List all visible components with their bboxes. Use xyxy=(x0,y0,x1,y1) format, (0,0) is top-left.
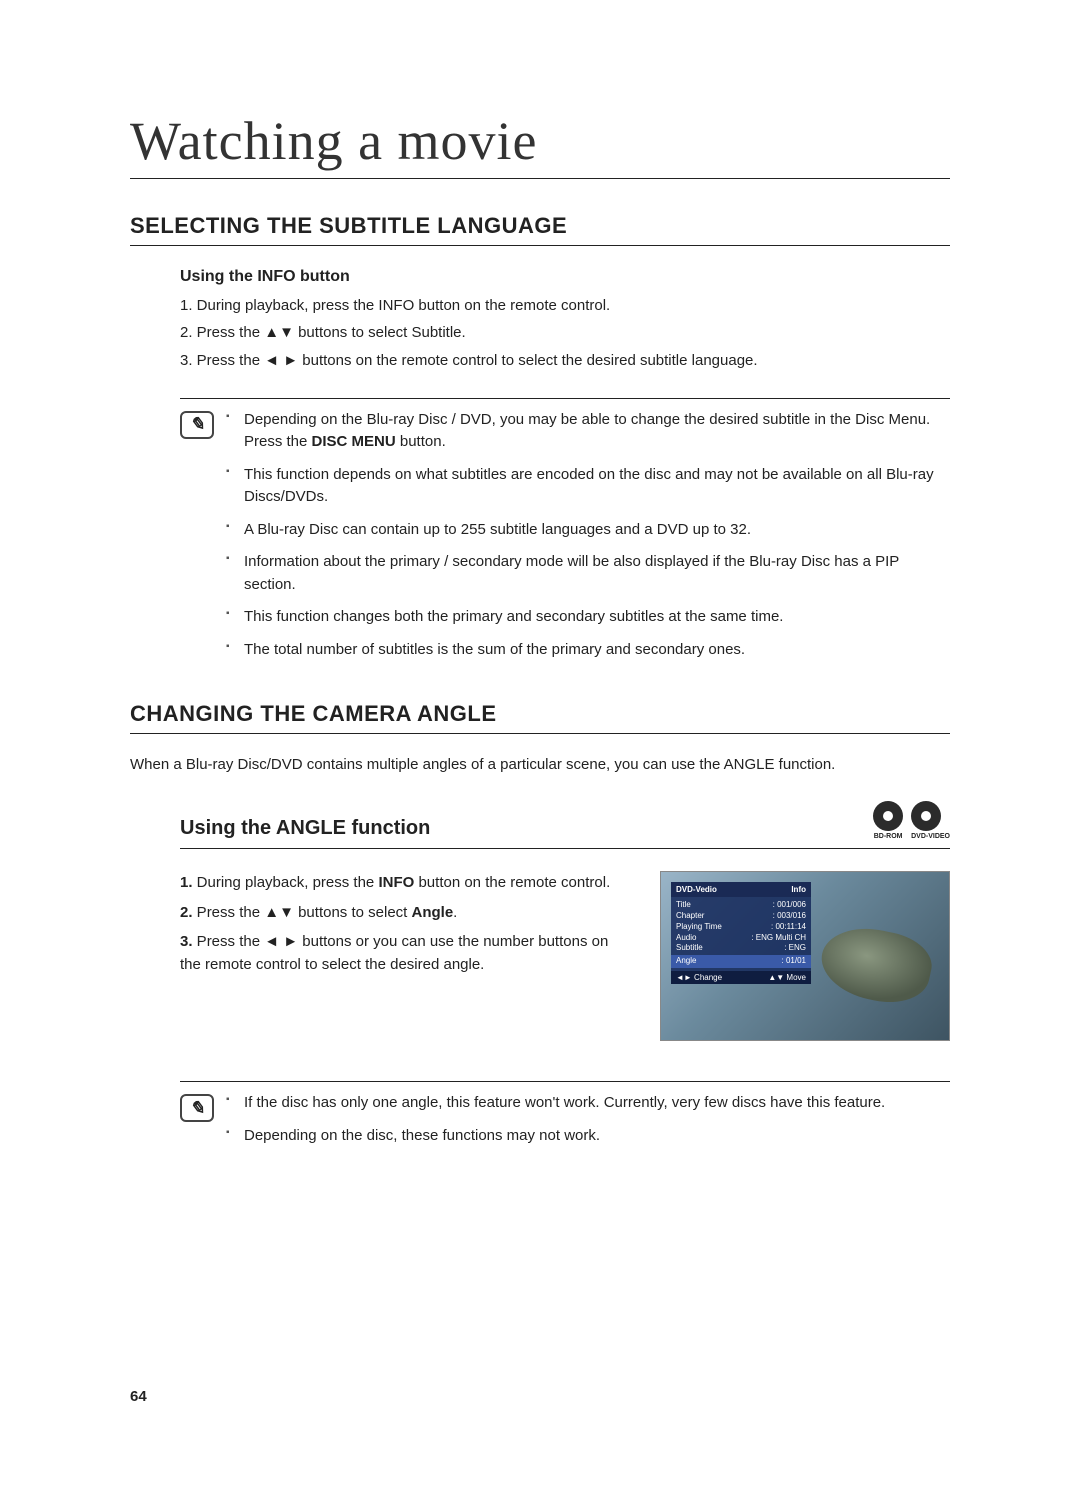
angle-h3: Using the ANGLE function xyxy=(180,817,430,840)
page: Watching a movie SELECTING THE SUBTITLE … xyxy=(0,0,1080,1485)
divider xyxy=(180,1081,950,1082)
note-item: Information about the primary / secondar… xyxy=(226,551,950,596)
chapter-title: Watching a movie xyxy=(130,110,950,179)
left-right-arrows-icon: ◄ ► xyxy=(264,352,298,369)
note-icon: ✎ xyxy=(180,1094,214,1122)
osd-row: Title: 001/006 xyxy=(676,900,806,911)
subtitle-note-list: Depending on the Blu-ray Disc / DVD, you… xyxy=(226,409,950,672)
note-item: A Blu-ray Disc can contain up to 255 sub… xyxy=(226,519,950,542)
subtitle-step-1: 1. During playback, press the INFO butto… xyxy=(180,294,950,317)
note-item: The total number of subtitles is the sum… xyxy=(226,639,950,662)
note-item: Depending on the Blu-ray Disc / DVD, you… xyxy=(226,409,950,454)
note-icon: ✎ xyxy=(180,411,214,439)
subtitle-step-2: 2. Press the ▲▼ buttons to select Subtit… xyxy=(180,321,950,344)
note-item: This function depends on what subtitles … xyxy=(226,464,950,509)
osd-footer: ◄► Change ▲▼ Move xyxy=(671,971,811,984)
osd-row-highlight: Angle: 01/01 xyxy=(671,955,811,968)
left-right-arrows-icon: ◄ ► xyxy=(264,933,298,950)
osd-rows: Title: 001/006 Chapter: 003/016 Playing … xyxy=(671,897,811,971)
angle-intro: When a Blu-ray Disc/DVD contains multipl… xyxy=(130,756,950,773)
angle-h3-row: Using the ANGLE function BD-ROM DVD-VIDE… xyxy=(180,801,950,849)
disc-icons: BD-ROM DVD-VIDEO xyxy=(873,801,950,840)
angle-steps: 1. During playback, press the INFO butto… xyxy=(180,871,632,1041)
angle-note-list: If the disc has only one angle, this fea… xyxy=(226,1092,885,1157)
section-heading-angle: CHANGING THE CAMERA ANGLE xyxy=(130,701,950,734)
subtitle-notes: ✎ Depending on the Blu-ray Disc / DVD, y… xyxy=(180,398,950,672)
note-item: This function changes both the primary a… xyxy=(226,606,950,629)
angle-notes: ✎ If the disc has only one angle, this f… xyxy=(180,1081,950,1157)
angle-step-3: 3. Press the ◄ ► buttons or you can use … xyxy=(180,930,632,977)
up-down-arrows-icon: ▲▼ xyxy=(264,324,294,341)
subtitle-steps: 1. During playback, press the INFO butto… xyxy=(180,294,950,372)
osd-background-image xyxy=(815,920,937,1011)
osd-header: DVD-Vedio Info xyxy=(671,882,811,897)
bd-rom-icon: BD-ROM xyxy=(873,801,903,840)
up-down-arrows-icon: ▲▼ xyxy=(264,904,294,921)
osd-row: Audio: ENG Multi CH xyxy=(676,933,806,944)
sub-heading-info-button: Using the INFO button xyxy=(180,268,950,286)
osd-screenshot: DVD-Vedio Info Title: 001/006 Chapter: 0… xyxy=(660,871,950,1041)
section-heading-subtitle: SELECTING THE SUBTITLE LANGUAGE xyxy=(130,213,950,246)
osd-panel: DVD-Vedio Info Title: 001/006 Chapter: 0… xyxy=(671,882,811,984)
note-item: If the disc has only one angle, this fea… xyxy=(226,1092,885,1115)
dvd-video-icon: DVD-VIDEO xyxy=(911,801,950,840)
note-item: Depending on the disc, these functions m… xyxy=(226,1125,885,1148)
osd-row: Subtitle: ENG xyxy=(676,943,806,954)
divider xyxy=(180,398,950,399)
angle-step-1: 1. During playback, press the INFO butto… xyxy=(180,871,632,894)
osd-row: Playing Time: 00:11:14 xyxy=(676,922,806,933)
page-number: 64 xyxy=(130,1388,147,1405)
angle-body: 1. During playback, press the INFO butto… xyxy=(180,871,950,1041)
angle-step-2: 2. Press the ▲▼ buttons to select Angle. xyxy=(180,901,632,924)
subtitle-step-3: 3. Press the ◄ ► buttons on the remote c… xyxy=(180,349,950,372)
osd-row: Chapter: 003/016 xyxy=(676,911,806,922)
